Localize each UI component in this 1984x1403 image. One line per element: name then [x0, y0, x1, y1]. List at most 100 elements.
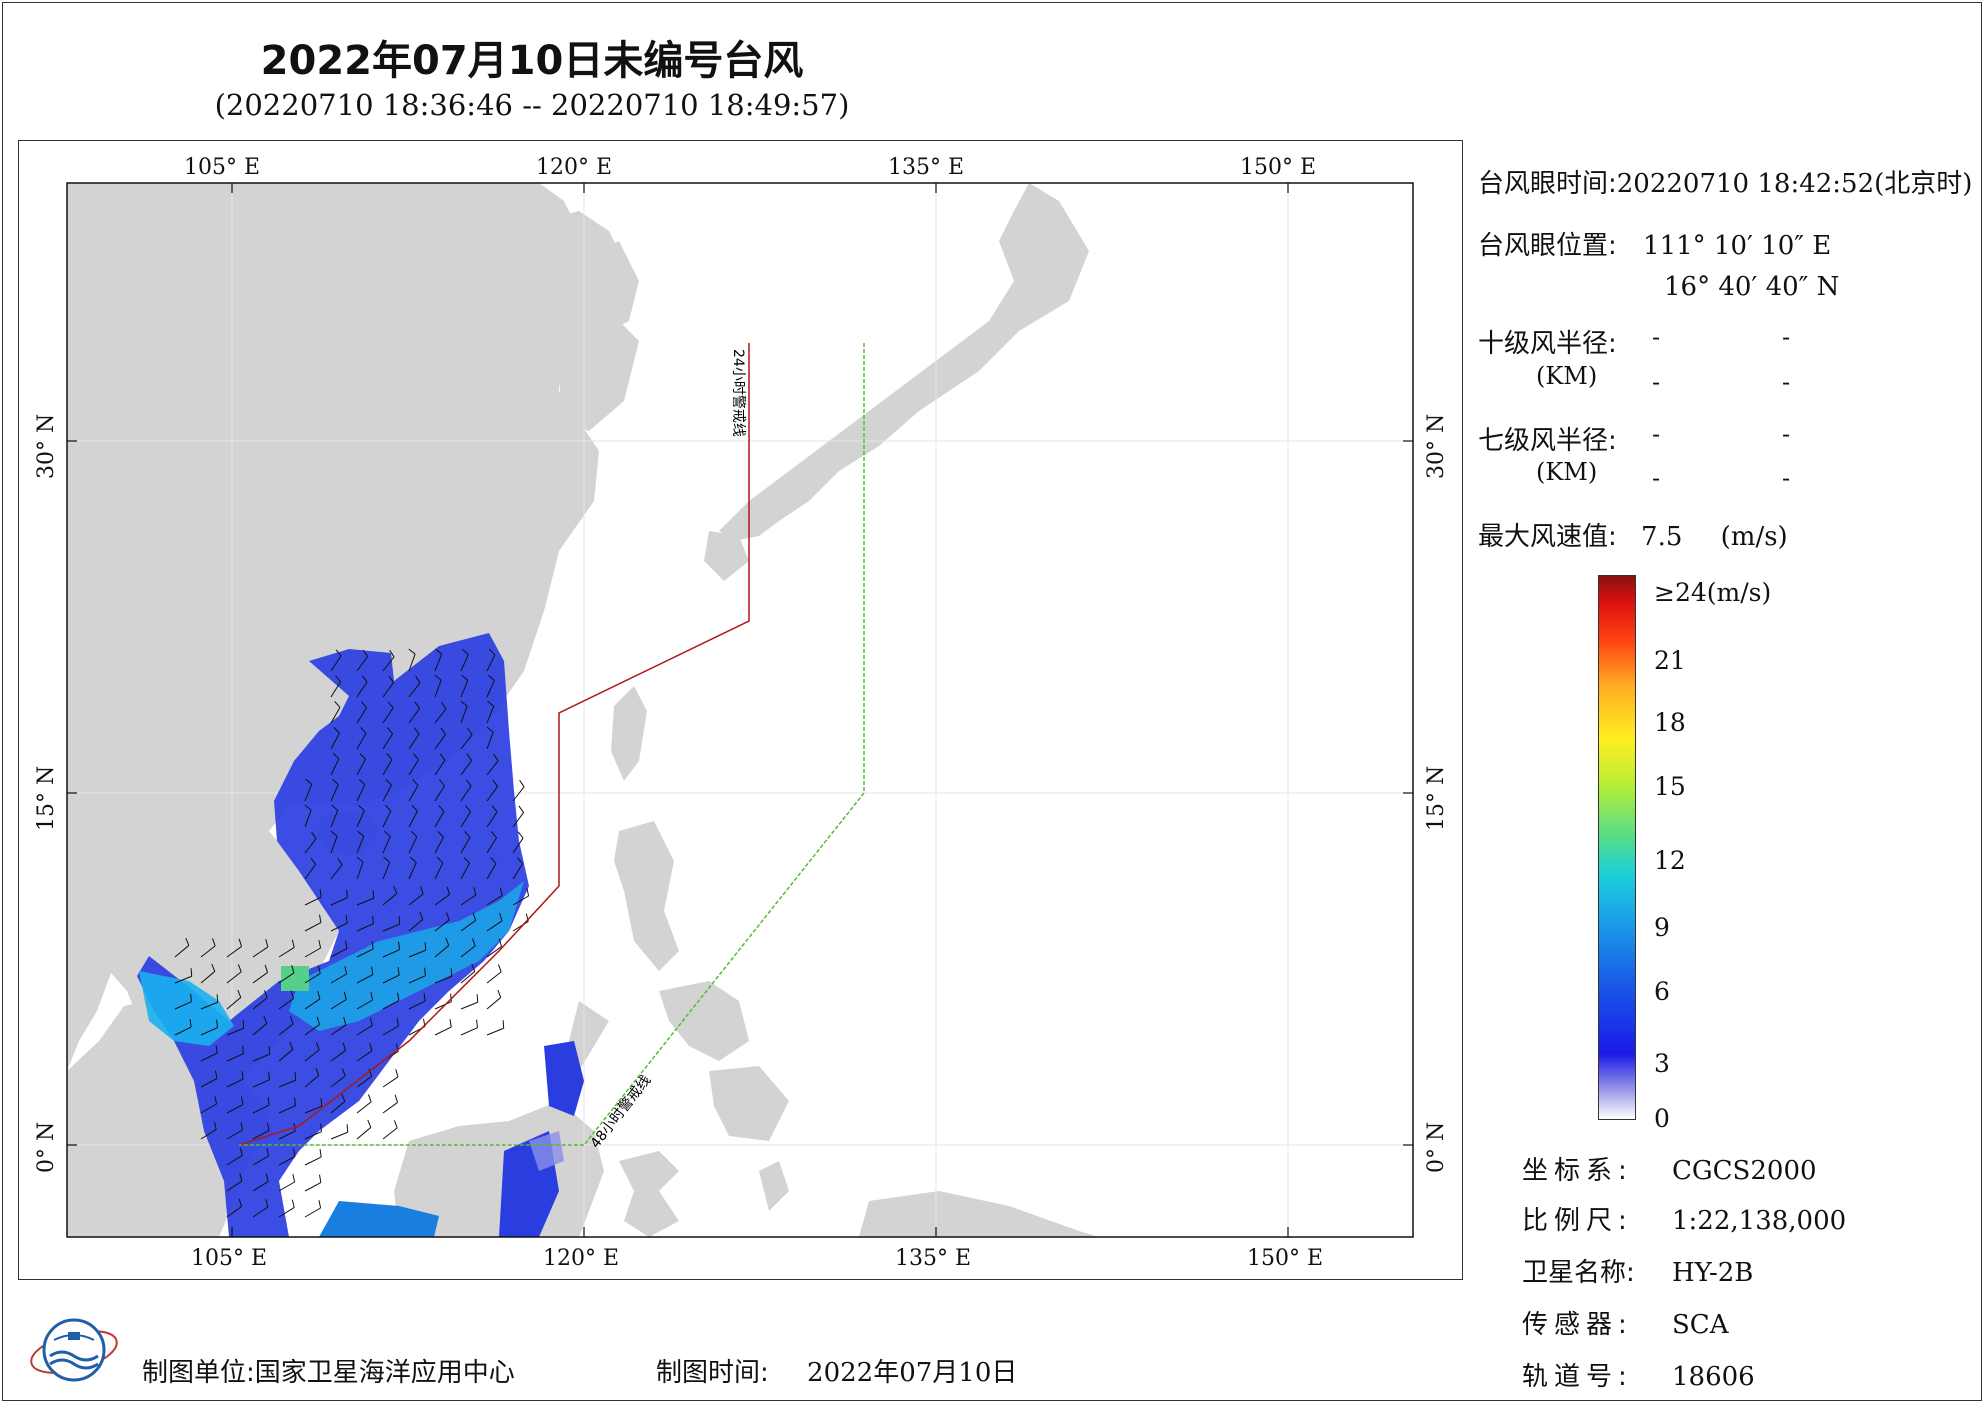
wind-barb — [460, 680, 469, 698]
wind-barb — [408, 682, 421, 698]
wind-barb-flag — [291, 965, 295, 974]
footer-time-value: 2022年07月10日 — [807, 1358, 1018, 1388]
wind-barb-flag — [491, 805, 498, 813]
wind-barb — [486, 680, 495, 698]
r7-dash-4: - — [1782, 464, 1791, 492]
wind-barb — [408, 810, 418, 828]
wind-barb — [330, 922, 348, 932]
wind-barb — [460, 760, 472, 776]
wind-barb — [330, 681, 341, 698]
wind-barb-flag — [189, 1019, 192, 1028]
warning-line-24h-label: 24小时警戒线 — [730, 349, 746, 437]
wind-barb-flag — [238, 938, 243, 947]
wind-barb-flag — [497, 989, 502, 998]
wind-barb — [226, 971, 242, 984]
wind-barb-flag — [342, 1042, 347, 1051]
wind-barb — [382, 656, 395, 672]
wind-barb-flag — [371, 941, 374, 950]
wind-barb-flag — [330, 830, 338, 837]
colorbar-label-24: ≥24(m/s) — [1654, 578, 1772, 607]
wind-barb — [200, 1027, 218, 1036]
wind-barb — [304, 864, 316, 880]
wind-barb-flag — [410, 856, 417, 863]
wind-barb — [330, 758, 340, 776]
land-indochina — [67, 1001, 274, 1237]
wind-barb-flag — [465, 805, 471, 813]
wind-barb — [304, 1207, 321, 1218]
wind-barb-flag — [367, 1119, 372, 1128]
wind-swath-mid — [289, 881, 524, 1031]
r10-unit: (KM) — [1536, 362, 1598, 390]
wind-barb-flag — [344, 966, 348, 975]
meta-sensor-value: SCA — [1672, 1310, 1729, 1340]
wind-barb-flag — [424, 967, 426, 976]
wind-barb-flag — [487, 700, 495, 707]
meta-sat-label: 卫星名称: — [1522, 1258, 1635, 1288]
wind-barb-flag — [449, 1019, 452, 1028]
wind-barb — [330, 1050, 346, 1062]
wind-barb-flag — [413, 727, 420, 735]
wind-barb — [382, 949, 400, 958]
wind-barb — [486, 946, 502, 958]
wind-barb — [486, 786, 498, 802]
wind-barb-flag — [215, 1045, 218, 1054]
lat-tick-right-0: 0° N — [1424, 1122, 1449, 1173]
wind-barb-flag — [384, 804, 392, 812]
wind-barb — [200, 1078, 218, 1088]
wind-barb-flag — [436, 856, 444, 864]
wind-barb-flag — [292, 1174, 296, 1183]
wind-barb — [278, 1130, 296, 1140]
wind-barb — [226, 1053, 244, 1062]
wind-barb-flag — [237, 964, 242, 973]
wind-barb-flag — [343, 1017, 347, 1026]
land-korea — [539, 211, 639, 431]
wind-barb — [486, 895, 503, 906]
wind-barb — [330, 707, 341, 724]
wind-barb-flag — [332, 778, 339, 785]
wind-barb — [278, 1079, 296, 1088]
lon-tick-top-120: 120° E — [536, 155, 612, 180]
wind-barb — [252, 1079, 270, 1088]
wind-barb — [434, 1001, 452, 1010]
wind-barb — [278, 1207, 295, 1218]
wind-barb — [226, 997, 242, 1010]
wind-barb — [382, 862, 391, 880]
wind-barb — [408, 949, 426, 958]
wind-barb — [330, 784, 339, 802]
wind-barb-flag — [397, 967, 400, 976]
wind-barb — [226, 1206, 242, 1218]
wind-barb-flag — [467, 727, 473, 736]
wind-barb — [356, 1025, 373, 1036]
meta-coord-label: 坐标系: — [1522, 1156, 1633, 1186]
wind-barb-flag — [434, 674, 442, 681]
wind-barb — [330, 948, 348, 958]
wind-barb-flag — [341, 1068, 346, 1077]
wind-barb-flag — [356, 856, 364, 863]
eye-pos-label: 台风眼位置: — [1478, 231, 1617, 261]
wind-barb — [200, 1052, 218, 1062]
wind-barb — [356, 923, 374, 932]
colorbar-label-21: 21 — [1654, 646, 1686, 675]
meta-sat: 卫星名称: HY-2B — [1522, 1252, 1753, 1289]
wind-barb — [382, 1076, 399, 1088]
wind-barb — [434, 679, 442, 698]
wind-barb — [330, 655, 342, 672]
wind-barb — [486, 863, 497, 880]
footer-unit-value: 国家卫星海洋应用中心 — [254, 1358, 515, 1388]
wind-barb-flag — [393, 1120, 398, 1129]
wind-barb-flag — [333, 727, 340, 734]
wind-barb-flag — [369, 1017, 373, 1026]
wind-barb-flag — [291, 1199, 295, 1208]
wind-barb-flag — [493, 753, 499, 762]
colorbar-gradient — [1599, 576, 1635, 1119]
wind-barb-flag — [424, 942, 427, 951]
r7-unit: (KM) — [1536, 458, 1598, 486]
meta-sat-value: HY-2B — [1672, 1258, 1754, 1288]
wind-barb-flag — [332, 752, 340, 760]
wind-barb — [382, 1102, 398, 1114]
nsoas-logo — [28, 1310, 120, 1390]
wind-barb-flag — [241, 1096, 244, 1105]
wind-barb — [200, 1103, 217, 1114]
wind-barb — [252, 1155, 269, 1166]
r7-label: 七级风半径: — [1478, 426, 1617, 456]
